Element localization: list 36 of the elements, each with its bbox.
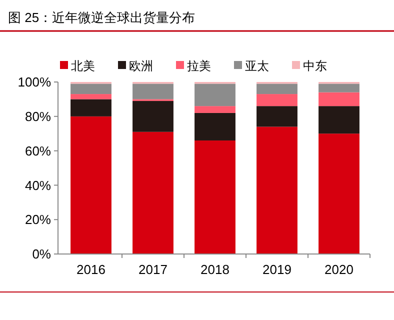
y-tick-label: 20% xyxy=(24,212,52,228)
bar xyxy=(70,99,112,116)
legend-label: 北美 xyxy=(71,59,95,74)
bar xyxy=(318,106,360,134)
bar xyxy=(318,134,360,254)
bar xyxy=(256,84,298,94)
bar xyxy=(70,94,112,100)
y-tick-label: 100% xyxy=(18,74,52,90)
bar xyxy=(132,100,174,132)
x-tick-label: 2016 xyxy=(76,262,106,277)
bar xyxy=(318,92,360,106)
chart-title: 图 25：近年微逆全球出货量分布 xyxy=(8,10,196,25)
bar xyxy=(194,84,236,106)
bar xyxy=(256,94,298,106)
y-tick-label: 60% xyxy=(24,143,52,158)
y-tick-label: 0% xyxy=(32,246,52,262)
x-tick-label: 2019 xyxy=(262,262,292,277)
y-tick-label: 80% xyxy=(24,108,52,124)
x-tick-label: 2020 xyxy=(324,262,354,277)
bar xyxy=(256,106,298,127)
bar xyxy=(132,84,174,100)
bar xyxy=(194,106,236,113)
legend-label: 中东 xyxy=(303,59,327,74)
x-tick-label: 2017 xyxy=(138,262,168,277)
legend-label: 亚太 xyxy=(245,59,269,74)
y-tick-label: 40% xyxy=(24,178,52,193)
bar xyxy=(194,112,236,140)
bar xyxy=(70,84,112,94)
bar xyxy=(256,126,298,254)
legend-label: 欧洲 xyxy=(129,59,153,74)
legend-label: 拉美 xyxy=(187,59,211,74)
bar xyxy=(70,116,112,254)
bar xyxy=(194,140,236,254)
x-tick-label: 2018 xyxy=(200,262,230,277)
bar xyxy=(318,84,360,92)
bar xyxy=(132,132,174,254)
